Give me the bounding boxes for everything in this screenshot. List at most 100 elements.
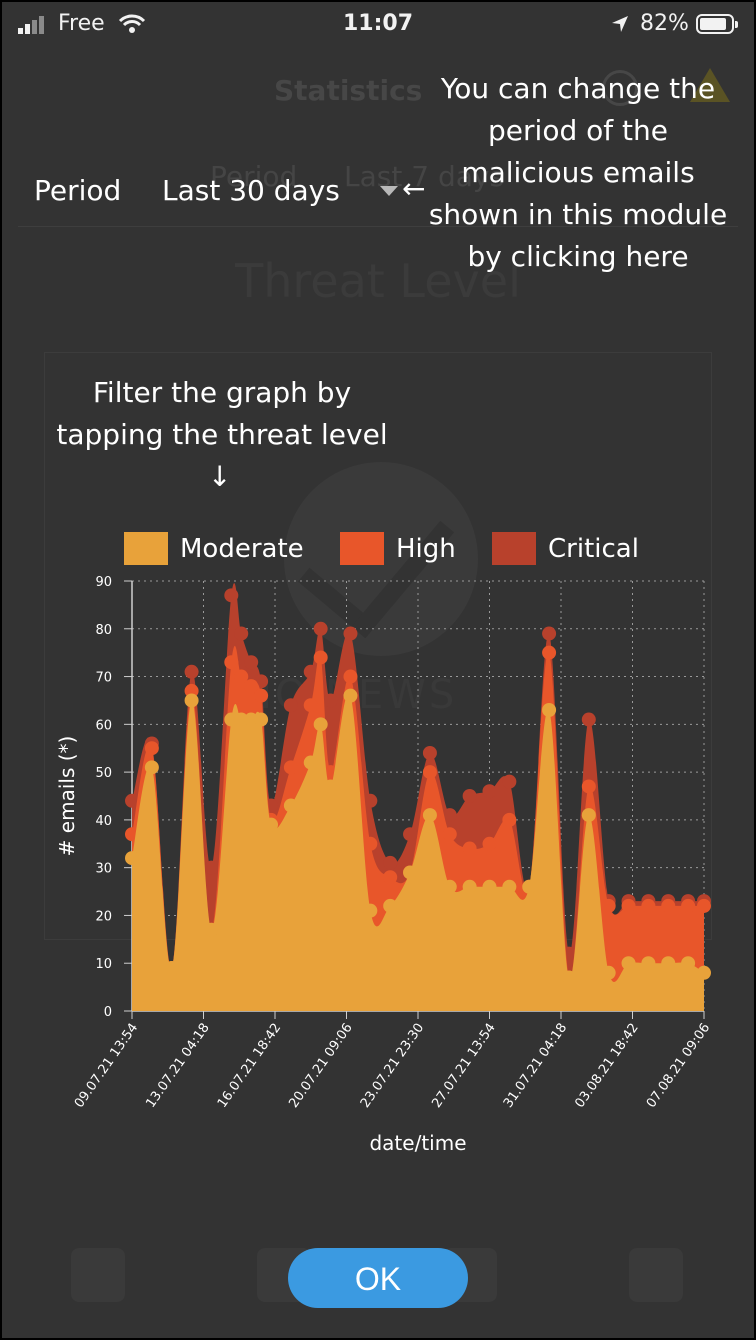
data-point-moderate <box>313 717 328 732</box>
data-point-critical <box>323 693 338 708</box>
period-dropdown[interactable]: Last 30 days <box>162 174 340 207</box>
data-point-high <box>422 765 437 780</box>
data-point-high <box>283 760 298 775</box>
data-point-critical <box>442 808 457 823</box>
data-point-high <box>254 688 269 703</box>
data-point-high <box>502 812 517 827</box>
data-point-moderate <box>204 922 219 937</box>
gear-icon <box>629 1248 683 1302</box>
threat-level-chart: 0 10 20 30 40 50 60 70 80 90 09.07.21 13:54 13.07.2… <box>55 575 713 1155</box>
data-point-high <box>383 870 398 885</box>
cellular-signal-icon <box>18 16 44 34</box>
x-tick-label: 09.07.21 13:54 <box>72 1021 141 1111</box>
data-point-moderate <box>323 779 338 794</box>
y-tick-label: 40 <box>95 814 112 829</box>
battery-icon <box>696 14 738 34</box>
data-point-critical <box>343 626 358 641</box>
y-tick-label: 30 <box>95 862 112 877</box>
x-tick-label: 27.07.21 13:54 <box>429 1021 498 1111</box>
bar-chart-icon <box>71 1248 125 1302</box>
legend-label: Moderate <box>180 534 304 564</box>
down-arrow-icon: ↓ <box>208 460 232 493</box>
data-point-high <box>482 836 497 851</box>
legend-swatch <box>124 532 168 565</box>
x-tick-label: 31.07.21 04:18 <box>501 1021 570 1111</box>
data-point-moderate <box>403 865 418 880</box>
data-point-critical <box>383 855 398 870</box>
y-tick-label: 20 <box>95 909 112 924</box>
x-axis-title: date/time <box>369 1131 466 1155</box>
data-point-high <box>234 669 249 684</box>
background-section-title: Threat Level <box>235 254 521 308</box>
background-period-label: Period <box>210 160 298 193</box>
x-tick-label: 16.07.21 18:42 <box>215 1021 284 1111</box>
status-bar: Free 11:07 82% <box>2 2 754 48</box>
data-point-high <box>661 898 676 913</box>
x-tick-label: 03.08.21 18:42 <box>572 1021 641 1111</box>
data-point-moderate <box>522 879 537 894</box>
data-point-moderate <box>283 798 298 813</box>
x-tick-label: 13.07.21 04:18 <box>143 1021 212 1111</box>
area-moderate <box>132 693 704 1011</box>
y-tick-label: 90 <box>95 575 112 590</box>
data-point-critical <box>184 664 199 679</box>
data-point-high <box>244 679 259 694</box>
data-point-critical <box>313 621 328 636</box>
data-point-critical <box>422 746 437 760</box>
data-point-moderate <box>234 712 249 727</box>
data-point-moderate <box>442 879 457 894</box>
x-tick-label: 20.07.21 09:06 <box>286 1021 355 1111</box>
data-point-high <box>697 898 711 913</box>
data-point-moderate <box>462 879 477 894</box>
data-point-critical <box>234 626 249 641</box>
data-point-critical <box>482 784 497 799</box>
dropdown-caret-icon[interactable] <box>380 186 398 196</box>
data-point-moderate <box>601 965 616 980</box>
ok-button[interactable]: OK <box>288 1248 468 1308</box>
data-point-moderate <box>621 956 636 971</box>
data-point-high <box>581 779 596 794</box>
y-tick-label: 50 <box>95 766 112 781</box>
data-point-critical <box>303 664 318 679</box>
y-tick-label: 80 <box>95 623 112 638</box>
data-point-moderate <box>383 898 398 913</box>
data-point-moderate <box>581 808 596 823</box>
data-point-high <box>462 841 477 856</box>
carrier-name: Free <box>58 11 105 36</box>
data-point-high <box>313 650 328 665</box>
battery-percent: 82% <box>640 11 689 36</box>
data-point-critical <box>283 698 298 713</box>
period-tooltip: You can change the period of the malicio… <box>428 72 728 273</box>
data-point-high <box>343 669 358 684</box>
data-point-moderate <box>661 956 676 971</box>
tab-settings <box>606 1242 706 1306</box>
data-point-moderate <box>164 961 179 975</box>
data-point-critical <box>403 827 418 842</box>
data-point-high <box>442 827 457 842</box>
data-point-critical <box>542 626 557 641</box>
background-page-title: Statistics <box>274 74 423 107</box>
data-point-moderate <box>482 879 497 894</box>
data-point-moderate <box>422 808 437 823</box>
data-point-moderate <box>681 956 696 971</box>
data-point-critical <box>204 860 219 875</box>
data-point-high <box>601 898 616 913</box>
data-point-moderate <box>561 970 576 985</box>
data-point-critical <box>224 588 239 603</box>
tab-statistics <box>48 1242 148 1306</box>
y-axis-title: # emails (*) <box>55 736 79 857</box>
data-point-moderate <box>224 712 239 727</box>
background-period-value: Last 7 days <box>344 160 505 193</box>
data-point-critical <box>462 789 477 803</box>
data-point-high <box>303 698 318 713</box>
data-point-moderate <box>502 879 517 894</box>
data-point-moderate <box>184 693 199 708</box>
filter-tooltip: Filter the graph by tapping the threat l… <box>56 376 388 451</box>
refresh-icon <box>602 70 638 106</box>
data-point-critical <box>125 793 139 808</box>
data-point-moderate <box>697 965 711 980</box>
data-point-moderate <box>542 703 557 717</box>
legend-swatch <box>340 532 384 565</box>
data-point-moderate <box>144 760 159 775</box>
data-point-critical <box>363 793 378 808</box>
